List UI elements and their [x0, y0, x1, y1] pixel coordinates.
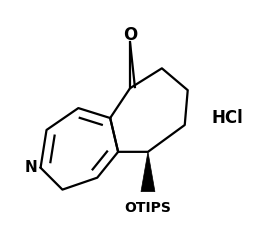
Text: HCl: HCl — [212, 109, 243, 127]
Text: OTIPS: OTIPS — [125, 200, 171, 215]
Text: N: N — [24, 160, 37, 175]
Text: O: O — [123, 25, 137, 44]
Polygon shape — [141, 152, 155, 192]
